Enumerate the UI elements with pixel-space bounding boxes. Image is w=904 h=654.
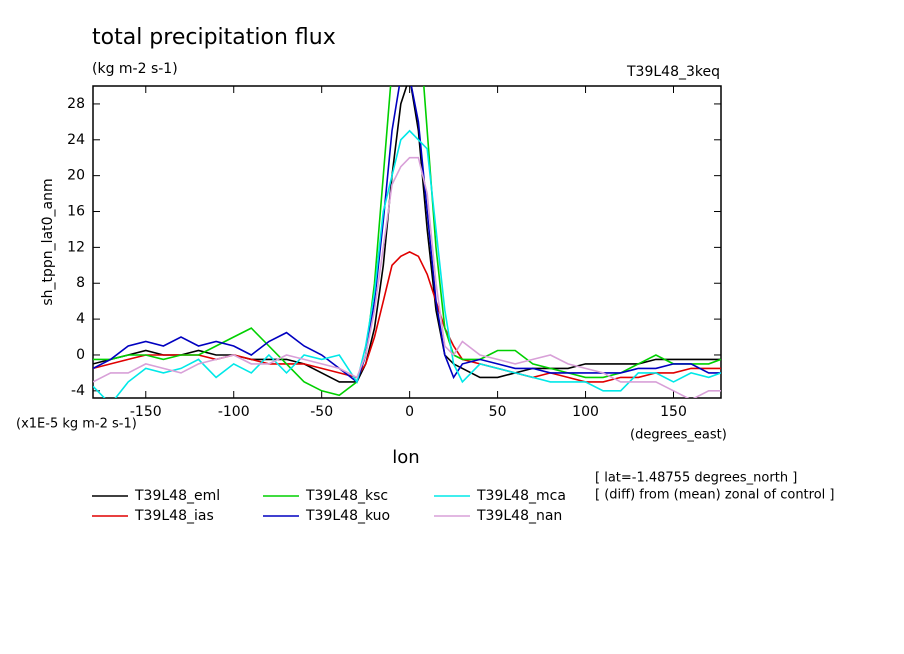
y-tick-label: 12 (67, 239, 85, 255)
series-line (93, 156, 721, 398)
note: [ (diff) from (mean) zonal of control ] (595, 488, 834, 503)
series-line (93, 251, 721, 383)
y-tick-label: 8 (76, 275, 85, 291)
y-tick-label: 0 (76, 347, 85, 363)
y-axis-label: sh_tppn_lat0_anm (40, 178, 56, 305)
x-unit: (degrees_east) (630, 428, 727, 443)
x-tick-label: 50 (489, 404, 507, 420)
series-line (93, 86, 721, 384)
y-tick-label: 24 (67, 132, 85, 148)
legend-label: T39L48_ias (134, 508, 214, 524)
y-tick-label: 20 (67, 168, 85, 184)
y-tick-label: 16 (67, 204, 85, 220)
series-line (93, 86, 721, 383)
y-tick-label: 4 (76, 311, 85, 327)
legend-label: T39L48_kuo (305, 508, 390, 524)
x-tick-label: -50 (310, 404, 333, 420)
x-tick-label: 100 (572, 404, 599, 420)
x-tick-label: 150 (660, 404, 687, 420)
x-tick-label: -100 (218, 404, 250, 420)
annotation: T39L48_3keq (626, 64, 720, 80)
series-line (93, 86, 721, 397)
y-unit: (x1E-5 kg m-2 s-1) (16, 417, 137, 432)
legend-label: T39L48_nan (476, 508, 562, 524)
legend-label: T39L48_ksc (305, 488, 388, 504)
y-tick-label: -4 (71, 383, 85, 399)
legend-label: T39L48_eml (134, 488, 220, 504)
x-tick-label: 0 (405, 404, 414, 420)
y-tick-label: 28 (67, 96, 85, 112)
legend-label: T39L48_mca (476, 488, 566, 504)
series-line (93, 129, 721, 398)
note: [ lat=-1.48755 degrees_north ] (595, 471, 797, 486)
x-axis-label: lon (392, 447, 419, 468)
x-tick-label: -150 (130, 404, 162, 420)
chart-subtitle: (kg m-2 s-1) (92, 61, 178, 77)
chart-title: total precipitation flux (92, 25, 336, 50)
